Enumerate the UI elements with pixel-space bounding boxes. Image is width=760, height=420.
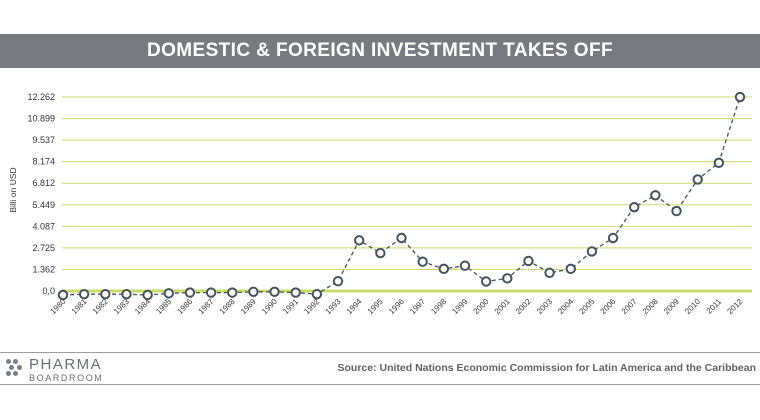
- data-point: [100, 288, 111, 300]
- y-tick-label: 2.725: [32, 243, 55, 253]
- x-tick-label: 1985: [154, 297, 173, 316]
- data-point: [480, 276, 492, 287]
- data-point: [713, 157, 725, 169]
- data-point: [332, 275, 344, 287]
- data-point: [78, 288, 90, 300]
- data-point: [290, 287, 301, 298]
- data-point: [629, 201, 640, 213]
- x-tick-label: 1989: [239, 297, 258, 316]
- y-tick-label: 6.812: [32, 178, 55, 188]
- data-point: [375, 247, 386, 259]
- x-tick-label: 2000: [472, 297, 491, 316]
- chart-title-banner: DOMESTIC & FOREIGN INVESTMENT TAKES OFF: [0, 34, 760, 68]
- data-point: [650, 190, 661, 201]
- data-point: [523, 255, 534, 267]
- data-point: [248, 286, 259, 297]
- x-tick-label: 1988: [218, 297, 237, 316]
- x-tick-label: 1999: [450, 297, 469, 316]
- logo-dots-icon: [6, 359, 24, 381]
- x-tick-label: 1998: [429, 297, 448, 316]
- x-tick-label: 2011: [705, 297, 724, 316]
- x-tick-label: 1991: [281, 297, 300, 316]
- x-tick-label: 1983: [112, 297, 131, 316]
- x-tick-label: 1982: [91, 297, 110, 316]
- x-tick-label: 1994: [345, 297, 364, 316]
- x-tick-label: 1990: [260, 297, 279, 316]
- data-point: [438, 263, 450, 275]
- data-point: [459, 260, 471, 271]
- x-tick-label: 2005: [577, 297, 596, 316]
- x-tick-label: 2009: [662, 297, 681, 316]
- data-point: [396, 232, 407, 244]
- x-tick-label: 2006: [599, 297, 618, 316]
- x-tick-label: 2004: [556, 297, 575, 316]
- data-point: [163, 288, 174, 299]
- data-point: [502, 273, 513, 284]
- logo-text-bottom: BOARDROOM: [29, 373, 104, 383]
- y-axis-ticks: 0,0 1.362 2.725 4.087 5.449 6.812 8.174 9.537 10…: [27, 92, 55, 296]
- y-tick-label: 1.362: [32, 264, 55, 274]
- y-tick-label: 12.262: [27, 92, 55, 102]
- y-tick-label: 0,0: [42, 286, 55, 296]
- x-tick-label: 2001: [493, 297, 512, 316]
- y-tick-label: 8.174: [32, 157, 55, 167]
- chart-title: DOMESTIC & FOREIGN INVESTMENT TAKES OFF: [147, 40, 613, 61]
- x-tick-label: 1993: [323, 297, 342, 316]
- line-chart: 0,0 1.362 2.725 4.087 5.449 6.812 8.174 9.537 10…: [8, 91, 752, 316]
- x-tick-label: 1992: [302, 297, 321, 316]
- pharmaboardroom-logo: PHARMA BOARDROOM: [6, 357, 103, 383]
- data-point: [607, 232, 619, 244]
- x-tick-label: 1996: [387, 297, 406, 316]
- y-tick-label: 4.087: [32, 221, 55, 231]
- data-point: [353, 235, 365, 246]
- x-tick-label: 2003: [535, 297, 554, 316]
- series-line: [62, 96, 741, 296]
- x-tick-label: 2008: [641, 297, 660, 316]
- data-point: [142, 289, 153, 301]
- data-point: [734, 91, 746, 103]
- x-tick-label: 1995: [366, 297, 385, 316]
- x-tick-label: 2002: [514, 297, 533, 316]
- x-tick-label: 1981: [70, 297, 89, 316]
- logo-text-top: PHARMA: [29, 356, 103, 373]
- x-tick-label: 1986: [175, 297, 194, 316]
- data-point: [57, 289, 69, 301]
- footer-divider-top: [0, 352, 760, 353]
- data-point: [565, 263, 576, 275]
- x-tick-label: 2010: [683, 297, 702, 316]
- data-point: [311, 288, 323, 300]
- y-tick-label: 9.537: [32, 135, 55, 145]
- gridlines: [62, 96, 752, 293]
- data-point: [692, 174, 703, 185]
- data-markers: [57, 91, 746, 301]
- source-note: Source: United Nations Economic Commissi…: [337, 362, 756, 374]
- data-point: [205, 287, 217, 298]
- y-tick-label: 10.899: [27, 114, 55, 124]
- data-point: [121, 288, 132, 300]
- x-tick-label: 2007: [620, 297, 639, 316]
- footer-divider-bottom: [0, 384, 760, 385]
- y-axis-label: Billi on USD: [8, 167, 18, 212]
- data-point: [227, 287, 238, 298]
- x-axis-ticks: 1980 1981 1982 1983 1984 1985 1986 1987 1988 1989…: [48, 297, 744, 316]
- data-point: [671, 205, 682, 217]
- data-point: [586, 246, 598, 257]
- x-tick-label: 1987: [197, 297, 216, 316]
- data-point: [269, 286, 280, 297]
- x-tick-label: 1997: [408, 297, 427, 316]
- data-point: [417, 256, 428, 267]
- x-tick-label: 2012: [725, 297, 744, 316]
- y-tick-label: 5.449: [32, 200, 55, 210]
- data-point: [544, 267, 555, 279]
- data-point: [184, 287, 196, 298]
